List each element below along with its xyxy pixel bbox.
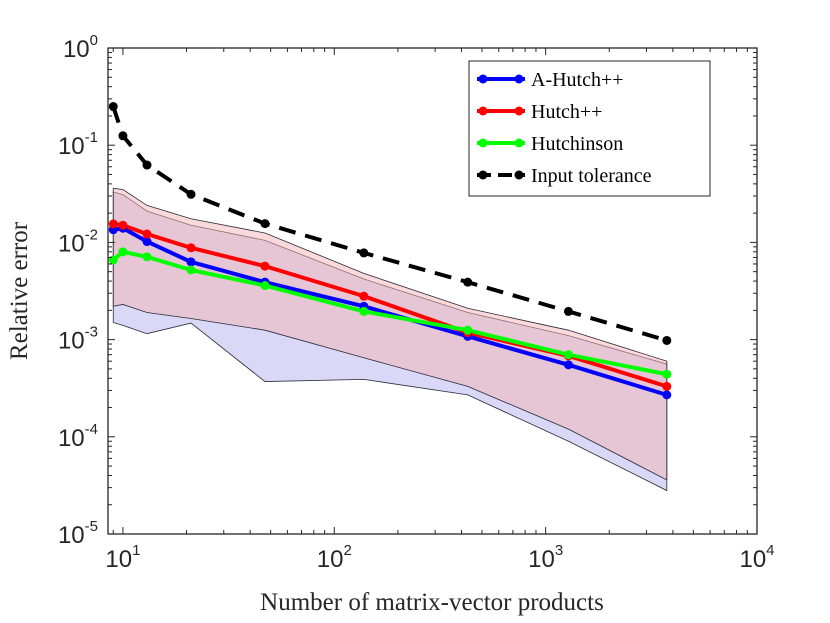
series-1-point-5	[359, 291, 369, 301]
series-0-point-2	[142, 237, 152, 247]
y-tick-label-1-exp: -4	[85, 421, 98, 438]
series-0-point-7	[563, 360, 573, 370]
series-3-point-4	[260, 219, 270, 229]
series-1-point-8	[662, 381, 672, 391]
y-tick-label-2-base: 10	[58, 328, 85, 355]
legend-marker-right-3	[514, 170, 524, 180]
legend-marker-right-0	[514, 74, 524, 84]
series-1-point-0	[108, 219, 118, 229]
x-tick-label-3-base: 10	[739, 546, 766, 573]
y-tick-label-4: 10-1	[58, 129, 98, 160]
y-tick-label-5-exp: 0	[90, 32, 98, 49]
series-3-point-3	[186, 189, 196, 199]
x-tick-label-2: 103	[528, 542, 563, 573]
series-1-point-3	[186, 243, 196, 253]
y-tick-label-3: 10-2	[58, 226, 98, 257]
series-3-point-2	[142, 160, 152, 170]
series-3-point-7	[563, 306, 573, 316]
y-tick-label-3-exp: -2	[85, 226, 98, 243]
y-tick-label-5: 100	[63, 32, 98, 63]
series-3-point-5	[359, 248, 369, 258]
legend-label-3: Input tolerance	[531, 165, 652, 187]
series-2-point-4	[260, 281, 270, 291]
legend-label-1: Hutch++	[531, 101, 602, 123]
series-2-point-1	[118, 247, 128, 257]
legend: A-Hutch++ Hutch++ Hutchinson Input toleranc…	[468, 60, 711, 197]
y-tick-label-4-exp: -1	[85, 129, 98, 146]
x-tick-label-0-exp: 1	[132, 542, 140, 559]
y-tick-label-2: 10-3	[58, 324, 98, 355]
series-markers	[108, 102, 672, 400]
legend-label-0: A-Hutch++	[531, 69, 624, 91]
x-axis-title: Number of matrix-vector products	[260, 589, 604, 616]
x-tick-label-1-exp: 2	[343, 542, 351, 559]
y-tick-label-0-exp: -5	[85, 518, 98, 535]
series-1-point-1	[118, 220, 128, 230]
y-tick-label-5-base: 10	[63, 36, 90, 63]
series-1-point-2	[142, 229, 152, 239]
legend-marker-left-0	[478, 74, 488, 84]
series-2-point-0	[108, 255, 118, 265]
x-tick-label-1-base: 10	[317, 546, 344, 573]
x-tick-label-3: 104	[739, 542, 774, 573]
legend-marker-right-1	[514, 106, 524, 116]
x-tick-label-1: 102	[317, 542, 352, 573]
series-3-point-8	[662, 335, 672, 345]
series-2-point-5	[359, 306, 369, 316]
y-tick-label-4-base: 10	[58, 133, 85, 160]
y-axis-title: Relative error	[6, 221, 33, 360]
series-3-point-0	[108, 102, 118, 112]
legend-marker-left-2	[478, 138, 488, 148]
legend-marker-left-1	[478, 106, 488, 116]
legend-marker-left-3	[478, 170, 488, 180]
y-tick-label-0-base: 10	[58, 522, 85, 549]
series-3-point-1	[118, 131, 128, 141]
series-0-point-3	[186, 257, 196, 267]
x-tick-label-3-exp: 4	[766, 542, 774, 559]
y-tick-label-1-base: 10	[58, 425, 85, 452]
x-tick-label-2-exp: 3	[555, 542, 563, 559]
series-2-point-8	[662, 369, 672, 379]
y-tick-label-1: 10-4	[58, 421, 98, 452]
x-tick-label-2-base: 10	[528, 546, 555, 573]
series-1-point-4	[260, 261, 270, 271]
series-3-point-6	[463, 277, 473, 287]
series-2-point-7	[563, 350, 573, 360]
axis-ticks	[108, 47, 758, 535]
x-tick-label-0: 101	[105, 542, 140, 573]
series-2-point-6	[463, 325, 473, 335]
y-tick-label-0: 10-5	[58, 518, 98, 549]
series-0-point-8	[662, 390, 672, 400]
legend-label-2: Hutchinson	[531, 133, 623, 155]
x-tick-label-0-base: 10	[105, 546, 132, 573]
y-tick-label-2-exp: -3	[85, 324, 98, 341]
series-2-point-2	[142, 252, 152, 262]
series-2-point-3	[186, 265, 196, 275]
y-tick-label-3-base: 10	[58, 230, 85, 257]
plot-frame	[107, 47, 758, 535]
legend-marker-right-2	[514, 138, 524, 148]
